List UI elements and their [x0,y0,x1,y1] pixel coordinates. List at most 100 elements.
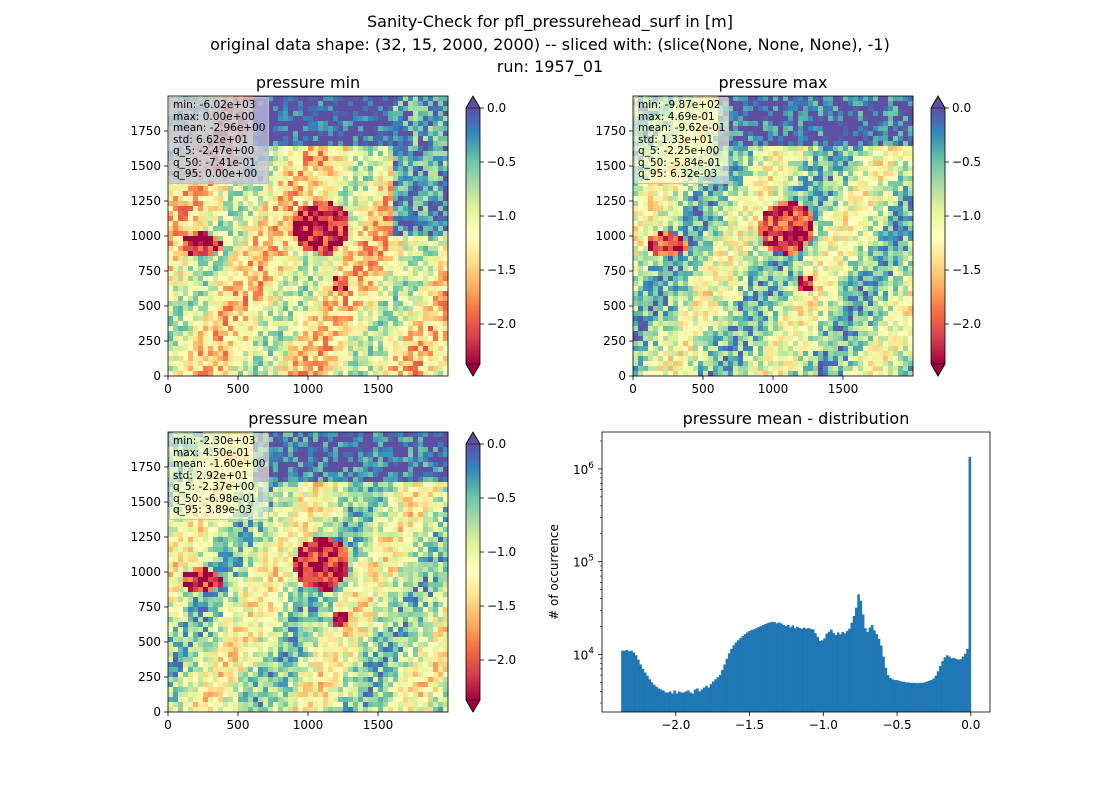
heatmap-cell [733,206,739,212]
heatmap-cell [168,196,174,202]
heatmap-cell [753,191,759,197]
heatmap-cell [698,251,704,257]
heatmap-cell [373,146,379,152]
heatmap-cell [408,186,414,192]
heatmap-cell [283,266,289,272]
heatmap-cell [358,191,364,197]
heatmap-cell [208,221,214,227]
heatmap-cell [198,316,204,322]
heatmap-cell [903,116,909,122]
heatmap-cell [173,286,179,292]
heatmap-cell [178,206,184,212]
heatmap-cell [238,341,244,347]
heatmap-cell [288,361,294,367]
heatmap-cell [348,161,354,167]
heatmap-cell [658,251,664,257]
heatmap-cell [653,201,659,207]
heatmap-cell [388,186,394,192]
heatmap-cell [443,141,449,147]
heatmap-cell [798,221,804,227]
heatmap-cell [298,136,304,142]
y-tick-label: 750 [138,264,161,278]
heatmap-cell [323,206,329,212]
heatmap-cell [443,231,449,237]
heatmap-cell [738,116,744,122]
heatmap-cell [168,261,174,267]
heatmap-cell [348,201,354,207]
heatmap-cell [428,176,434,182]
heatmap-cell [218,191,224,197]
heatmap-cell [418,236,424,242]
heatmap-cell [203,216,209,222]
heatmap-cell [178,256,184,262]
heatmap-cell [683,226,689,232]
heatmap-cell [433,341,439,347]
heatmap-cell [353,131,359,137]
heatmap-cell [748,256,754,262]
heatmap-cell [343,111,349,117]
heatmap-cell [298,171,304,177]
heatmap-cell [398,361,404,367]
heatmap-cell [688,206,694,212]
heatmap-cell [853,111,859,117]
heatmap-cell [353,201,359,207]
heatmap-cell [303,236,309,242]
heatmap-cell [328,161,334,167]
heatmap-cell [208,346,214,352]
heatmap-cell [893,141,899,147]
heatmap-cell [368,311,374,317]
heatmap-cell [703,211,709,217]
heatmap-cell [408,231,414,237]
heatmap-cell [353,96,359,102]
heatmap-cell [363,106,369,112]
heatmap-cell [188,356,194,362]
heatmap-cell [403,276,409,282]
heatmap-cell [348,141,354,147]
heatmap-cell [838,196,844,202]
heatmap-cell [433,316,439,322]
heatmap-cell [353,191,359,197]
heatmap-cell [813,146,819,152]
heatmap-cell [813,221,819,227]
heatmap-cell [308,121,314,127]
heatmap-cell [223,366,229,372]
heatmap-cell [418,301,424,307]
heatmap-cell [858,241,864,247]
heatmap-cell [228,246,234,252]
heatmap-cell [393,166,399,172]
heatmap-cell [413,326,419,332]
heatmap-cell [443,156,449,162]
heatmap-cell [758,101,764,107]
heatmap-cell [743,256,749,262]
heatmap-cell [428,211,434,217]
heatmap-cell [288,346,294,352]
heatmap-cell [418,106,424,112]
heatmap-cell [683,216,689,222]
heatmap-cell [248,216,254,222]
heatmap-cell [213,251,219,257]
heatmap-cell [203,371,209,377]
heatmap-cell [723,216,729,222]
heatmap-cell [298,276,304,282]
heatmap-cell [718,186,724,192]
heatmap-cell [383,256,389,262]
heatmap-cell [388,281,394,287]
heatmap-cell [338,266,344,272]
heatmap-cell [868,231,874,237]
heatmap-cell [773,106,779,112]
heatmap-cell [358,326,364,332]
heatmap-cell [223,291,229,297]
heatmap-cell [763,181,769,187]
heatmap-cell [328,121,334,127]
heatmap-cell [228,256,234,262]
heatmap-cell [293,311,299,317]
heatmap-cell [683,211,689,217]
heatmap-cell [818,216,824,222]
heatmap-cell [858,111,864,117]
heatmap-cell [788,101,794,107]
heatmap-cell [673,201,679,207]
heatmap-cell [423,211,429,217]
heatmap-cell [313,206,319,212]
heatmap-cell [413,111,419,117]
heatmap-cell [368,266,374,272]
